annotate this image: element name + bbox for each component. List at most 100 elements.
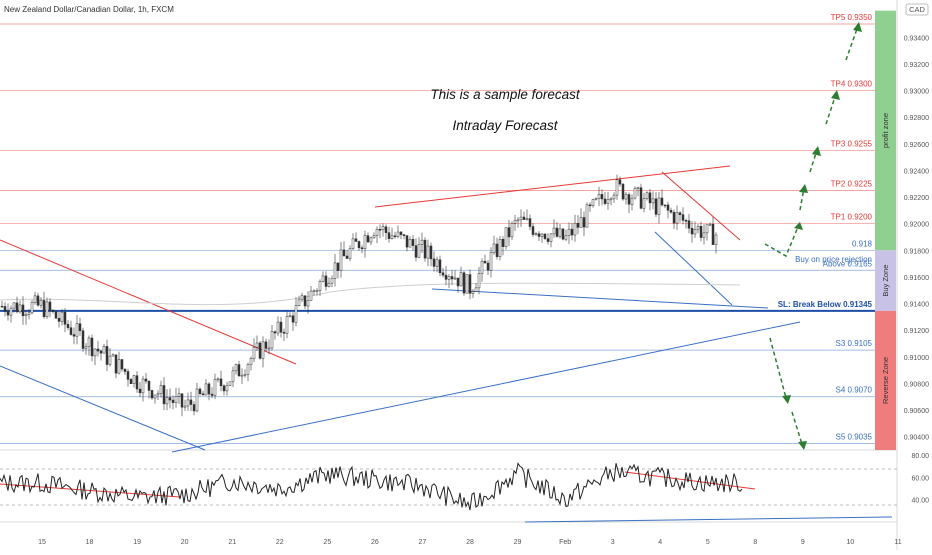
candle-body bbox=[132, 375, 136, 384]
arrow-head-1 bbox=[794, 222, 803, 230]
candle-body bbox=[579, 217, 583, 228]
arrow-head-2 bbox=[799, 184, 808, 193]
candle-body bbox=[60, 311, 64, 322]
forecast-arrow-3 bbox=[809, 149, 818, 173]
candle-body bbox=[57, 317, 61, 322]
price-axis: 0.93400 0.93200 0.93000 0.92800 0.92600 0.924… bbox=[904, 35, 929, 441]
time-tick-9: 28 bbox=[466, 539, 474, 546]
candle-body bbox=[165, 397, 169, 405]
candle-body bbox=[675, 212, 679, 224]
candle-body bbox=[228, 381, 232, 386]
candle-body bbox=[153, 394, 157, 399]
candle-body bbox=[240, 374, 244, 377]
time-tick-8: 27 bbox=[419, 539, 427, 546]
candle-body bbox=[375, 229, 379, 236]
arrow-head-4 bbox=[831, 90, 840, 100]
candle-body bbox=[555, 227, 559, 237]
currency-badge: CAD bbox=[909, 5, 925, 14]
candle-body bbox=[510, 222, 514, 238]
candle-body bbox=[471, 291, 475, 294]
candle-body bbox=[711, 223, 715, 245]
candle-body bbox=[150, 390, 154, 399]
candle-body bbox=[387, 232, 391, 239]
candle-body bbox=[483, 260, 487, 264]
candle-body bbox=[84, 346, 88, 349]
candle-body bbox=[438, 259, 442, 274]
candle-body bbox=[600, 194, 604, 200]
candle-body bbox=[639, 187, 643, 209]
price-tick-3: 0.92800 bbox=[904, 115, 929, 122]
candle-body bbox=[714, 234, 718, 245]
downtrend-support-line bbox=[0, 365, 206, 451]
time-tick-12: 3 bbox=[611, 539, 615, 546]
candle-body bbox=[141, 378, 145, 394]
candle-body bbox=[201, 393, 205, 396]
candle-body bbox=[477, 273, 481, 289]
time-tick-0: 15 bbox=[38, 539, 46, 546]
candle-body bbox=[423, 239, 427, 259]
candle-body bbox=[411, 238, 415, 246]
candle-body bbox=[519, 216, 523, 221]
candle-body bbox=[462, 272, 466, 294]
candle-body bbox=[339, 249, 343, 271]
price-tick-0: 0.93400 bbox=[904, 35, 929, 42]
currency-badge-box[interactable] bbox=[905, 3, 929, 16]
candle-body bbox=[528, 218, 532, 227]
candle-body bbox=[372, 235, 376, 239]
candle-body bbox=[123, 368, 127, 372]
candle-body bbox=[504, 227, 508, 247]
time-tick-13: 4 bbox=[658, 539, 662, 546]
candle-body bbox=[405, 235, 409, 248]
candle-body bbox=[642, 198, 646, 209]
candle-body bbox=[108, 355, 112, 365]
candle-body bbox=[501, 239, 505, 247]
candle-body bbox=[348, 248, 352, 259]
candle-body bbox=[24, 314, 28, 317]
candle-body bbox=[408, 238, 412, 248]
candle-body bbox=[474, 287, 478, 292]
candle-body bbox=[582, 217, 586, 228]
candle-body bbox=[453, 277, 457, 280]
candle-body bbox=[162, 385, 166, 405]
candle-body bbox=[531, 226, 535, 235]
candle-body bbox=[171, 399, 175, 403]
candle-body bbox=[570, 228, 574, 236]
candle-body bbox=[327, 282, 331, 287]
candle-body bbox=[261, 341, 265, 359]
level-label-7: SL: Break Below 0.91345 bbox=[778, 300, 873, 309]
candle-body bbox=[324, 275, 328, 287]
candles-layer bbox=[0, 174, 718, 417]
candle-body bbox=[450, 276, 454, 280]
candle-body bbox=[39, 300, 43, 306]
candle-body bbox=[78, 323, 82, 331]
osc-tick-2: 40.00 bbox=[911, 498, 929, 505]
candle-body bbox=[282, 331, 286, 334]
candle-body bbox=[207, 383, 211, 395]
candle-body bbox=[159, 385, 163, 395]
candle-body bbox=[708, 223, 712, 226]
candle-body bbox=[633, 188, 637, 199]
candle-body bbox=[648, 192, 652, 204]
price-tick-2: 0.93000 bbox=[904, 89, 929, 96]
range-bottom-line bbox=[431, 288, 769, 309]
candle-body bbox=[264, 341, 268, 349]
price-tick-10: 0.91400 bbox=[904, 302, 929, 309]
candle-body bbox=[192, 404, 196, 412]
price-tick-1: 0.93200 bbox=[904, 62, 929, 69]
level-label-10: S5 0.9035 bbox=[836, 432, 873, 441]
candle-body bbox=[696, 225, 700, 230]
candle-body bbox=[63, 311, 67, 325]
candle-body bbox=[168, 397, 172, 401]
price-tick-5: 0.92400 bbox=[904, 168, 929, 175]
candle-body bbox=[15, 302, 19, 313]
candle-body bbox=[645, 192, 649, 199]
forecast-arrow-path-1 bbox=[764, 221, 801, 258]
oscillator-line bbox=[0, 462, 743, 511]
candle-body bbox=[678, 212, 682, 215]
candle-body bbox=[12, 302, 16, 309]
candle-body bbox=[657, 197, 661, 215]
candle-body bbox=[420, 239, 424, 245]
candle-body bbox=[303, 295, 307, 307]
candle-body bbox=[465, 274, 469, 294]
